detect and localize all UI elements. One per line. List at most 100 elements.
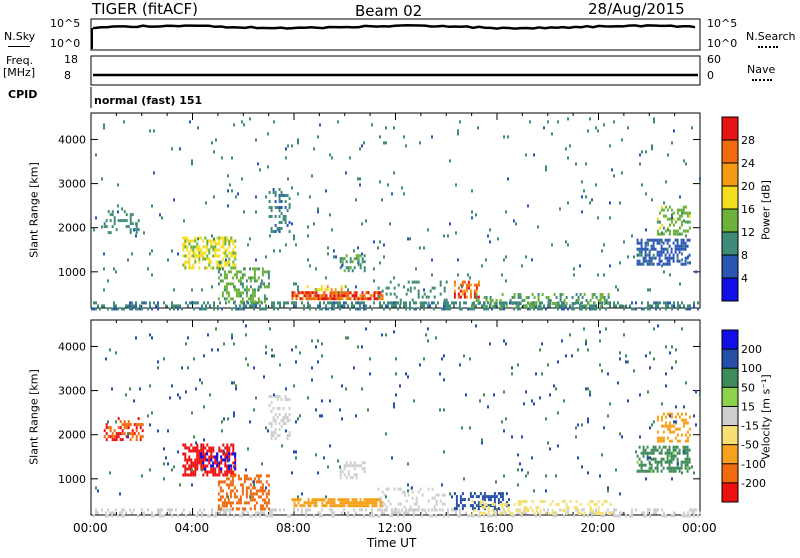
range-gate-cell: [265, 514, 267, 518]
range-gate-cell: [232, 443, 235, 447]
range-gate-cell: [355, 504, 358, 508]
range-gate-cell: [513, 503, 516, 506]
range-gate-cell: [159, 508, 161, 512]
range-gate-cell: [278, 197, 281, 200]
range-gate-cell: [133, 228, 135, 232]
range-gate-cell: [407, 493, 410, 497]
range-gate-cell: [200, 446, 203, 450]
range-gate-cell: [603, 299, 606, 302]
range-gate-cell: [189, 120, 191, 124]
range-gate-cell: [601, 293, 604, 296]
range-gate-cell: [311, 297, 314, 301]
range-gate-cell: [327, 297, 330, 301]
range-gate-cell: [305, 511, 307, 515]
range-gate-cell: [461, 307, 463, 311]
range-gate-cell: [200, 458, 203, 462]
range-gate-cell: [359, 501, 362, 505]
range-gate-cell: [489, 504, 492, 508]
range-gate-cell: [505, 492, 508, 496]
range-gate-cell: [284, 215, 287, 218]
range-gate-cell: [537, 511, 539, 515]
range-gate-cell: [385, 495, 387, 499]
range-gate-cell: [93, 228, 95, 232]
range-gate-cell: [194, 464, 197, 468]
range-gate-cell: [135, 231, 138, 235]
range-gate-cell: [192, 254, 195, 258]
range-gate-cell: [421, 508, 424, 512]
range-gate-cell: [640, 247, 643, 251]
range-gate-cell: [199, 508, 201, 512]
range-gate-cell: [237, 477, 240, 481]
range-gate-cell: [695, 423, 697, 427]
range-gate-cell: [670, 247, 673, 251]
range-gate-cell: [249, 420, 251, 424]
range-gate-cell: [318, 288, 321, 292]
range-gate-cell: [359, 263, 362, 267]
range-gate-cell: [515, 509, 518, 512]
range-gate-cell: [265, 195, 267, 199]
range-gate-cell: [293, 237, 295, 241]
range-gate-cell: [135, 225, 138, 229]
range-gate-cell: [427, 499, 430, 503]
range-gate-cell: [455, 183, 457, 187]
range-gate-cell: [173, 288, 175, 292]
range-gate-cell: [129, 219, 132, 223]
range-gate-cell: [319, 511, 321, 515]
range-gate-cell: [551, 243, 553, 247]
range-gate-cell: [583, 327, 585, 331]
range-gate-cell: [675, 420, 677, 424]
y-tick-label-0-0: 1000: [58, 266, 86, 279]
range-gate-cell: [453, 492, 456, 496]
range-gate-cell: [557, 120, 559, 124]
range-gate-cell: [95, 153, 97, 157]
range-gate-cell: [119, 511, 121, 515]
range-gate-cell: [499, 492, 502, 496]
range-gate-cell: [591, 511, 593, 515]
power-colorbar-label-4: 20: [741, 180, 755, 193]
range-gate-cell: [658, 211, 661, 215]
range-gate-cell: [555, 474, 557, 478]
range-gate-cell: [427, 327, 429, 331]
range-gate-cell: [645, 514, 647, 518]
range-gate-cell: [241, 507, 244, 511]
range-gate-cell: [287, 301, 289, 305]
range-gate-cell: [603, 273, 605, 277]
range-gate-cell: [331, 304, 333, 308]
range-gate-cell: [272, 416, 275, 419]
range-gate-cell: [545, 511, 547, 515]
range-gate-cell: [662, 208, 665, 212]
range-gate-cell: [658, 253, 661, 257]
range-gate-cell: [313, 498, 316, 502]
range-gate-cell: [297, 498, 300, 502]
range-gate-cell: [171, 514, 173, 518]
range-gate-cell: [202, 446, 205, 450]
range-gate-cell: [407, 237, 409, 241]
range-gate-cell: [188, 266, 191, 270]
range-gate-cell: [357, 261, 359, 265]
range-gate-cell: [257, 495, 260, 499]
range-gate-cell: [666, 451, 669, 455]
range-gate-cell: [335, 294, 338, 298]
range-gate-cell: [539, 500, 542, 503]
range-gate-cell: [345, 294, 348, 298]
range-gate-cell: [676, 208, 679, 212]
range-gate-cell: [657, 324, 659, 328]
range-gate-cell: [650, 247, 653, 251]
range-gate-cell: [299, 291, 302, 295]
range-gate-cell: [153, 301, 155, 305]
range-gate-cell: [239, 514, 241, 518]
range-gate-cell: [181, 511, 183, 515]
range-gate-cell: [591, 514, 593, 518]
range-gate-cell: [276, 395, 279, 398]
range-gate-cell: [220, 260, 223, 264]
range-gate-cell: [278, 230, 281, 233]
range-gate-cell: [299, 414, 301, 418]
range-gate-cell: [317, 471, 319, 475]
range-gate-cell: [225, 273, 228, 277]
range-gate-cell: [270, 401, 273, 404]
range-gate-cell: [231, 189, 233, 193]
range-gate-cell: [311, 339, 313, 343]
range-gate-cell: [403, 285, 405, 289]
range-gate-cell: [523, 511, 525, 515]
range-gate-cell: [644, 259, 647, 263]
